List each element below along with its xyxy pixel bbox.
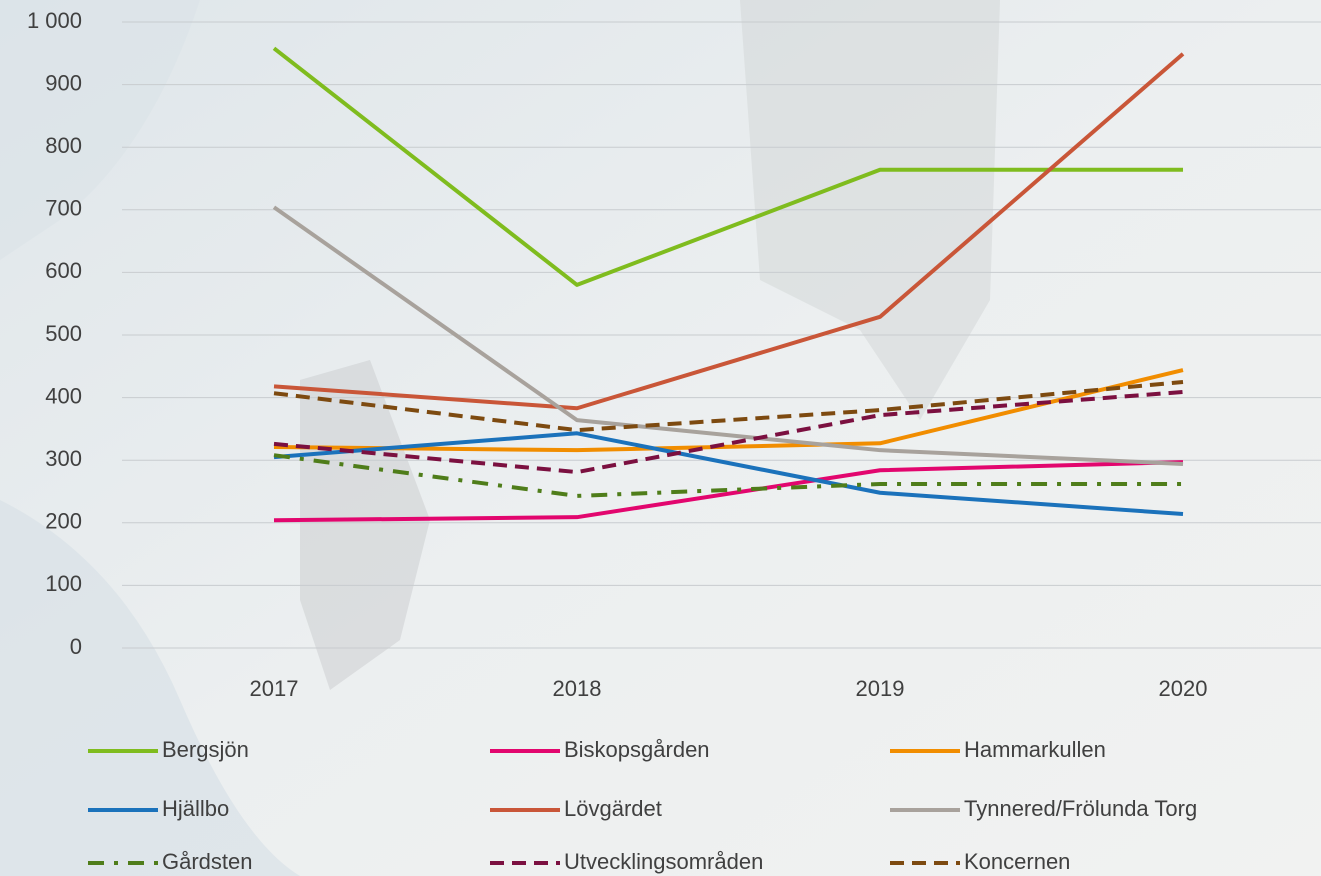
- y-tick-label: 600: [45, 258, 82, 283]
- y-tick-label: 200: [45, 509, 82, 534]
- legend-label: Hjällbo: [162, 796, 229, 821]
- x-tick-label: 2018: [553, 676, 602, 701]
- y-tick-label: 700: [45, 196, 82, 221]
- legend-label: Biskopsgården: [564, 737, 710, 762]
- series-line: [273, 379, 1184, 433]
- series-line: [273, 431, 1184, 517]
- series-line: [273, 460, 1184, 523]
- x-tick-label: 2017: [250, 676, 299, 701]
- legend-label: Bergsjön: [162, 737, 249, 762]
- map-water: [0, 500, 300, 876]
- series-line: [272, 205, 1184, 466]
- y-tick-label: 800: [45, 133, 82, 158]
- x-tick-label: 2020: [1159, 676, 1208, 701]
- y-tick-label: 500: [45, 321, 82, 346]
- legend-label: Koncernen: [964, 849, 1070, 874]
- legend-label: Utvecklingsområden: [564, 849, 763, 874]
- map-water: [0, 0, 200, 260]
- map-island: [300, 360, 430, 690]
- y-tick-label: 100: [45, 571, 82, 596]
- y-tick-label: 0: [70, 634, 82, 659]
- series-line: [272, 46, 1183, 287]
- series-line: [273, 52, 1185, 411]
- legend-label: Hammarkullen: [964, 737, 1106, 762]
- y-tick-label: 400: [45, 383, 82, 408]
- series-line: [273, 368, 1184, 453]
- legend-label: Gårdsten: [162, 849, 253, 874]
- series-line: [273, 453, 1183, 498]
- legend-label: Lövgärdet: [564, 796, 662, 821]
- y-tick-label: 900: [45, 70, 82, 95]
- legend-label: Tynnered/Frölunda Torg: [964, 796, 1197, 821]
- y-tick-label: 300: [45, 446, 82, 471]
- y-tick-label: 1 000: [27, 8, 82, 33]
- x-tick-label: 2019: [856, 676, 905, 701]
